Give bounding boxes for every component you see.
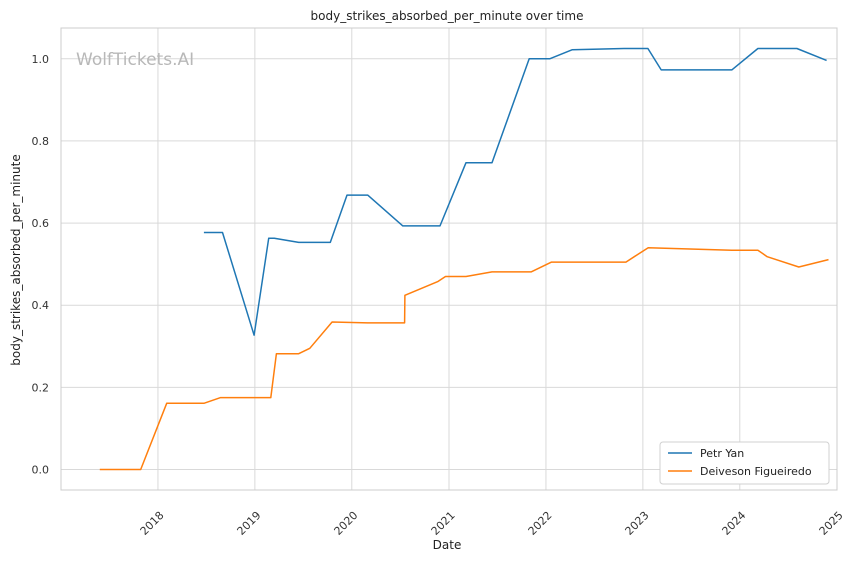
x-tick-label: 2020 xyxy=(332,509,361,538)
y-axis-ticks: 0.0 0.2 0.4 0.6 0.8 1.0 xyxy=(32,53,50,477)
x-tick-label: 2023 xyxy=(623,509,652,538)
series-line-deiveson-figueiredo xyxy=(99,246,829,471)
y-tick-label: 0.2 xyxy=(32,381,50,394)
y-tick-label: 0.8 xyxy=(32,135,50,148)
watermark: WolfTickets.AI xyxy=(76,50,194,70)
x-tick-label: 2022 xyxy=(526,509,555,538)
grid xyxy=(61,28,838,490)
x-tick-label: 2019 xyxy=(235,509,264,538)
y-axis-label: body_strikes_absorbed_per_minute xyxy=(9,154,23,365)
y-tick-label: 1.0 xyxy=(32,53,50,66)
x-tick-label: 2025 xyxy=(817,509,844,538)
x-tick-label: 2024 xyxy=(720,509,749,538)
y-tick-label: 0.6 xyxy=(32,217,50,230)
x-tick-label: 2018 xyxy=(138,509,167,538)
y-tick-label: 0.4 xyxy=(32,299,50,312)
legend: Petr Yan Deiveson Figueiredo xyxy=(659,441,830,485)
plot-area-frame xyxy=(60,27,838,491)
x-axis-label: Date xyxy=(433,538,462,552)
legend-label-petr-yan: Petr Yan xyxy=(700,447,744,460)
x-axis-ticks: 2018 2019 2020 2021 2022 2023 2024 2025 xyxy=(138,509,844,538)
series-line-petr-yan xyxy=(203,47,827,336)
chart-title: body_strikes_absorbed_per_minute over ti… xyxy=(311,9,584,23)
legend-box xyxy=(659,441,830,485)
y-tick-label: 0.0 xyxy=(32,463,50,476)
series-lines xyxy=(99,47,829,471)
x-tick-label: 2021 xyxy=(429,509,458,538)
legend-label-deiveson-figueiredo: Deiveson Figueiredo xyxy=(700,465,812,478)
